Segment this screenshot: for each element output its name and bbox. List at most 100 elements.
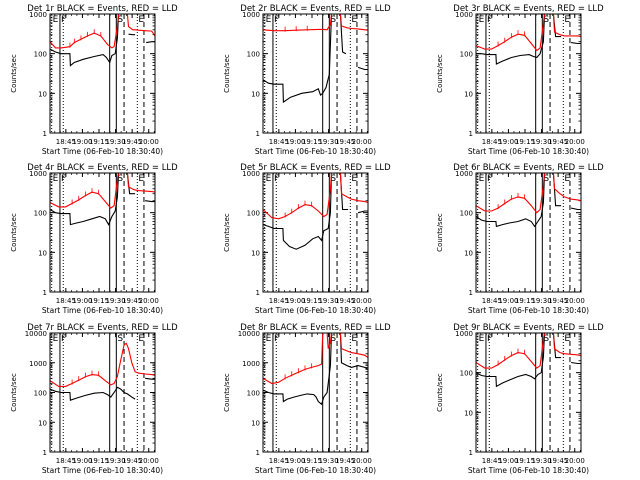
- x-tick-label: 19:15: [515, 457, 535, 465]
- y-tick-label: 100: [247, 210, 260, 218]
- panel-frame: [49, 13, 156, 134]
- event-marker-label: E: [564, 15, 570, 25]
- x-tick-label: 19:30: [531, 138, 551, 146]
- y-tick-label: 100: [460, 210, 473, 218]
- y-tick-label: 1: [469, 130, 473, 138]
- x-axis-label: Start Time (06-Feb-10 18:30:40): [468, 466, 589, 475]
- x-tick-label: 19:00: [72, 457, 92, 465]
- y-tick-label: 1: [256, 449, 260, 457]
- x-tick-label: 20:00: [139, 138, 159, 146]
- x-tick-label: 18:45: [482, 457, 502, 465]
- y-tick-label: 100: [460, 370, 473, 378]
- series-line-events: [50, 377, 155, 401]
- x-tick-label: 19:30: [105, 297, 125, 305]
- y-tick-label: 1: [43, 289, 47, 297]
- x-tick-label: 19:45: [335, 297, 355, 305]
- event-marker-label: E: [266, 334, 272, 344]
- x-tick-label: 19:00: [285, 297, 305, 305]
- panel-frame: [475, 172, 582, 293]
- event-marker-label: E: [266, 174, 272, 184]
- y-tick-label: 10: [251, 419, 260, 427]
- event-marker-label: E: [479, 15, 485, 25]
- x-tick-label: 19:30: [531, 297, 551, 305]
- panel-title: Det 9r BLACK = Events, RED = LLD: [453, 323, 604, 333]
- series-line-lld: [263, 14, 368, 32]
- x-tick-label: 19:00: [498, 297, 518, 305]
- x-tick-label: 19:30: [105, 457, 125, 465]
- x-tick-label: 19:15: [89, 297, 109, 305]
- x-tick-label: 19:00: [285, 457, 305, 465]
- y-axis-label: Counts/sec: [223, 373, 231, 412]
- x-axis-label: Start Time (06-Feb-10 18:30:40): [42, 306, 163, 315]
- x-tick-label: 19:45: [122, 457, 142, 465]
- y-tick-label: 10000: [238, 330, 260, 338]
- y-axis-label: Counts/sec: [10, 54, 18, 93]
- x-tick-label: 19:30: [105, 138, 125, 146]
- x-tick-label: 19:45: [122, 138, 142, 146]
- x-axis-label: Start Time (06-Feb-10 18:30:40): [468, 147, 589, 156]
- panel-title: Det 5r BLACK = Events, RED = LLD: [240, 163, 391, 173]
- x-tick-label: 19:15: [515, 297, 535, 305]
- y-tick-label: 1: [469, 289, 473, 297]
- event-marker-label: E: [53, 174, 59, 184]
- x-tick-label: 18:45: [269, 457, 289, 465]
- event-marker-label: S: [330, 15, 336, 25]
- x-tick-label: 20:00: [352, 138, 372, 146]
- panel-title: Det 1r BLACK = Events, RED = LLD: [27, 4, 178, 14]
- event-marker-label: E: [564, 174, 570, 184]
- y-axis-label: Counts/sec: [223, 54, 231, 93]
- event-marker-label: E: [351, 334, 357, 344]
- y-tick-label: 1: [43, 449, 47, 457]
- x-tick-label: 19:00: [72, 297, 92, 305]
- y-tick-label: 10: [464, 90, 473, 98]
- x-tick-label: 19:00: [498, 138, 518, 146]
- panel-frame: [49, 332, 156, 453]
- y-tick-label: 1000: [29, 11, 47, 19]
- panel-title: Det 4r BLACK = Events, RED = LLD: [27, 163, 178, 173]
- event-marker-label: S: [330, 174, 336, 184]
- y-tick-label: 1000: [29, 170, 47, 178]
- y-tick-label: 10: [464, 409, 473, 417]
- x-tick-label: 20:00: [139, 297, 159, 305]
- y-tick-label: 1000: [455, 170, 473, 178]
- x-tick-label: 19:15: [302, 297, 322, 305]
- x-tick-label: 20:00: [352, 457, 372, 465]
- x-tick-label: 19:45: [548, 457, 568, 465]
- x-tick-label: 19:45: [122, 297, 142, 305]
- x-axis-label: Start Time (06-Feb-10 18:30:40): [255, 466, 376, 475]
- x-tick-label: 19:30: [318, 297, 338, 305]
- panel-title: Det 6r BLACK = Events, RED = LLD: [453, 163, 604, 173]
- y-tick-label: 1000: [242, 360, 260, 368]
- y-tick-label: 10: [38, 90, 47, 98]
- y-tick-label: 100: [247, 51, 260, 59]
- x-tick-label: 19:30: [318, 138, 338, 146]
- x-tick-label: 20:00: [139, 457, 159, 465]
- y-tick-label: 10: [38, 249, 47, 257]
- y-tick-label: 10: [251, 90, 260, 98]
- x-tick-label: 20:00: [565, 138, 585, 146]
- event-marker-label: S: [117, 174, 123, 184]
- x-axis-label: Start Time (06-Feb-10 18:30:40): [255, 147, 376, 156]
- x-tick-label: 19:15: [302, 457, 322, 465]
- x-axis-label: Start Time (06-Feb-10 18:30:40): [255, 306, 376, 315]
- y-tick-label: 1: [256, 289, 260, 297]
- event-marker-label: S: [330, 334, 336, 344]
- y-tick-label: 1000: [455, 330, 473, 338]
- x-tick-label: 18:45: [269, 297, 289, 305]
- y-tick-label: 100: [34, 210, 47, 218]
- panel-title: Det 8r BLACK = Events, RED = LLD: [240, 323, 391, 333]
- y-axis-label: Counts/sec: [223, 213, 231, 252]
- y-tick-label: 100: [460, 51, 473, 59]
- y-tick-label: 1000: [242, 11, 260, 19]
- y-axis-label: Counts/sec: [10, 373, 18, 412]
- x-tick-label: 19:00: [72, 138, 92, 146]
- y-axis-label: Counts/sec: [436, 213, 444, 252]
- panel-frame: [262, 332, 369, 453]
- x-tick-label: 20:00: [565, 297, 585, 305]
- panel-frame: [262, 172, 369, 293]
- x-tick-label: 19:15: [302, 138, 322, 146]
- panel-frame: [475, 13, 582, 134]
- y-tick-label: 1: [256, 130, 260, 138]
- x-tick-label: 20:00: [352, 297, 372, 305]
